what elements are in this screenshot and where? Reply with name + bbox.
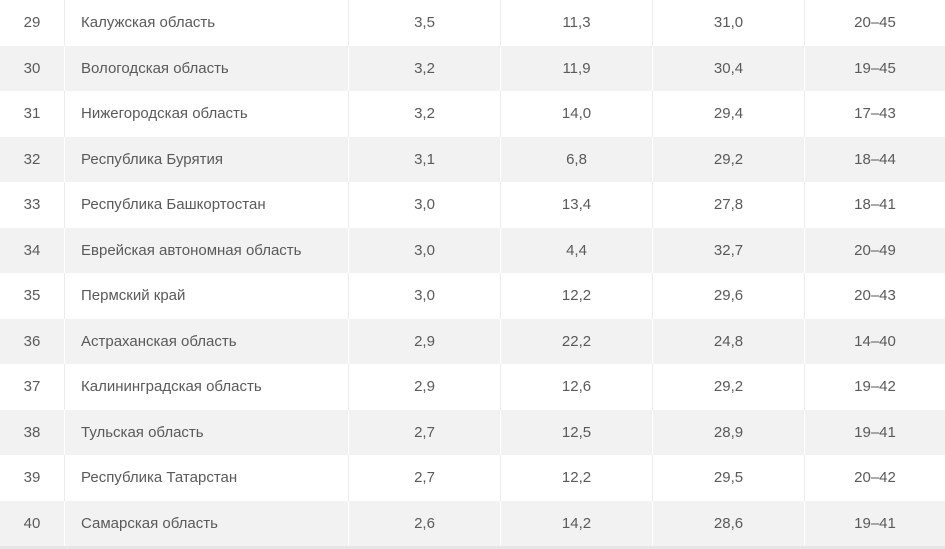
row-number: 40	[0, 500, 65, 546]
value-col-1: 2,9	[349, 318, 501, 364]
value-col-2: 12,2	[501, 455, 653, 501]
value-col-3: 28,6	[653, 500, 805, 546]
value-col-1: 3,1	[349, 136, 501, 182]
region-name: Еврейская автономная область	[65, 227, 349, 273]
value-col-4: 19–45	[854, 59, 896, 77]
table-row: 37 Калининградская область 2,9 12,6 29,2…	[0, 364, 945, 410]
table-row: 36 Астраханская область 2,9 22,2 24,8 14…	[0, 318, 945, 364]
value-col-4: 14–40	[854, 332, 896, 350]
value-col-3: 30,4	[653, 45, 805, 91]
row-number: 32	[0, 136, 65, 182]
value-col-3: 28,9	[653, 409, 805, 455]
value-col-3: 29,2	[653, 364, 805, 410]
table-row: 40 Самарская область 2,6 14,2 28,6 19–41	[0, 500, 945, 546]
value-col-1: 2,9	[349, 364, 501, 410]
table-row: 33 Республика Башкортостан 3,0 13,4 27,8…	[0, 182, 945, 228]
value-col-1: 3,2	[349, 91, 501, 137]
value-col-2: 14,2	[501, 500, 653, 546]
region-name: Калужская область	[65, 0, 349, 46]
row-number: 35	[0, 273, 65, 319]
region-name: Республика Башкортостан	[65, 182, 349, 228]
value-col-4: 19–41	[854, 423, 896, 441]
value-col-4: 20–49	[854, 241, 896, 259]
value-col-4: 18–44	[854, 150, 896, 168]
region-name: Тульская область	[65, 409, 349, 455]
value-col-1: 2,6	[349, 500, 501, 546]
value-col-3: 24,8	[653, 318, 805, 364]
region-name: Астраханская область	[65, 318, 349, 364]
table-row: 38 Тульская область 2,7 12,5 28,9 19–41	[0, 409, 945, 455]
row-number: 37	[0, 364, 65, 410]
value-col-2: 11,9	[501, 45, 653, 91]
region-name: Самарская область	[65, 500, 349, 546]
row-number: 34	[0, 227, 65, 273]
row-number: 38	[0, 409, 65, 455]
row-number: 39	[0, 455, 65, 501]
value-col-3: 27,8	[653, 182, 805, 228]
table-row: 32 Республика Бурятия 3,1 6,8 29,2 18–44	[0, 136, 945, 182]
value-col-3: 29,6	[653, 273, 805, 319]
value-col-4: 17–43	[854, 105, 896, 123]
value-col-3: 29,2	[653, 136, 805, 182]
region-name: Республика Бурятия	[65, 136, 349, 182]
value-col-2: 12,6	[501, 364, 653, 410]
value-col-3: 29,4	[653, 91, 805, 137]
value-col-2: 4,4	[501, 227, 653, 273]
value-col-2: 12,5	[501, 409, 653, 455]
value-col-1: 3,2	[349, 45, 501, 91]
value-col-2: 14,0	[501, 91, 653, 137]
table-row: 35 Пермский край 3,0 12,2 29,6 20–43	[0, 273, 945, 319]
table-row: 31 Нижегородская область 3,2 14,0 29,4 1…	[0, 91, 945, 137]
value-col-4: 19–42	[854, 378, 896, 396]
value-col-1: 3,0	[349, 182, 501, 228]
value-col-1: 2,7	[349, 409, 501, 455]
value-col-3: 32,7	[653, 227, 805, 273]
value-col-2: 22,2	[501, 318, 653, 364]
value-col-2: 12,2	[501, 273, 653, 319]
table-row: 29 Калужская область 3,5 11,3 31,0 20–45	[0, 0, 945, 46]
value-col-4: 20–45	[854, 14, 896, 32]
value-col-1: 3,5	[349, 0, 501, 46]
value-col-2: 11,3	[501, 0, 653, 46]
value-col-1: 2,7	[349, 455, 501, 501]
table-row: 34 Еврейская автономная область 3,0 4,4 …	[0, 227, 945, 273]
region-name: Республика Татарстан	[65, 455, 349, 501]
row-number: 29	[0, 0, 65, 46]
region-name: Пермский край	[65, 273, 349, 319]
row-number: 36	[0, 318, 65, 364]
value-col-3: 31,0	[653, 0, 805, 46]
value-col-2: 13,4	[501, 182, 653, 228]
row-number: 31	[0, 91, 65, 137]
row-number: 33	[0, 182, 65, 228]
value-col-2: 6,8	[501, 136, 653, 182]
value-col-1: 3,0	[349, 273, 501, 319]
value-col-4: 18–41	[854, 196, 896, 214]
value-col-4: 19–41	[854, 514, 896, 532]
value-col-4: 20–43	[854, 287, 896, 305]
row-number: 30	[0, 45, 65, 91]
region-name: Нижегородская область	[65, 91, 349, 137]
table-row: 39 Республика Татарстан 2,7 12,2 29,5 20…	[0, 455, 945, 501]
value-col-1: 3,0	[349, 227, 501, 273]
table-row: 30 Вологодская область 3,2 11,9 30,4 19–…	[0, 45, 945, 91]
value-col-3: 29,5	[653, 455, 805, 501]
value-col-4: 20–42	[854, 469, 896, 487]
region-name: Калининградская область	[65, 364, 349, 410]
region-name: Вологодская область	[65, 45, 349, 91]
